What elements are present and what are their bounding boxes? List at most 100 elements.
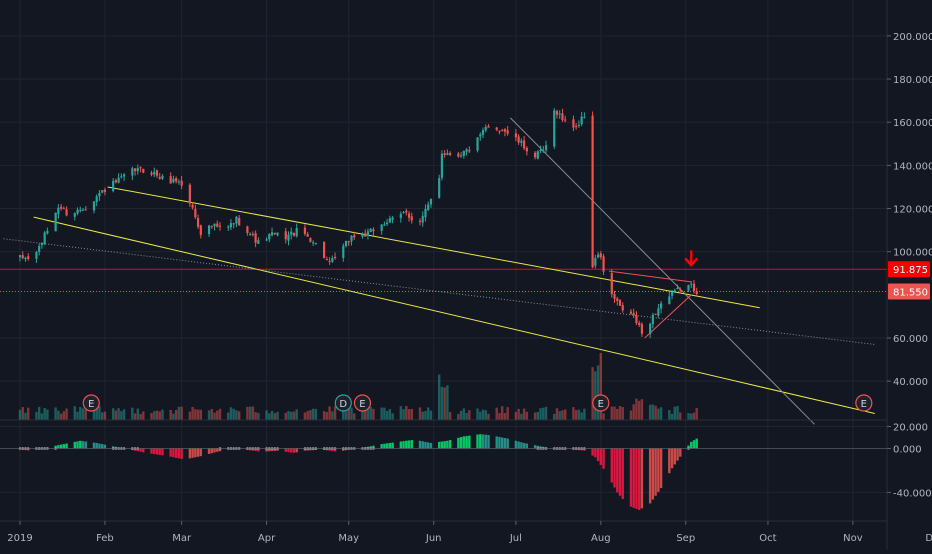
volume-bar bbox=[443, 387, 446, 420]
volume-bar bbox=[54, 407, 57, 420]
volume-bar bbox=[616, 408, 619, 420]
volume-bar bbox=[133, 413, 137, 420]
candle-body bbox=[525, 147, 528, 152]
earnings-marker[interactable]: E bbox=[855, 394, 873, 412]
oscillator-bar bbox=[191, 448, 194, 458]
oscillator-bar bbox=[525, 443, 529, 449]
oscillator-bar bbox=[169, 448, 172, 457]
oscillator-bar bbox=[465, 436, 468, 449]
volume-bar bbox=[136, 408, 140, 420]
oscillator-bar bbox=[506, 438, 509, 449]
trendline[interactable] bbox=[510, 117, 815, 425]
trendline[interactable] bbox=[107, 186, 760, 309]
price-labels: 91.875 81.550 bbox=[888, 261, 930, 300]
volume-bar bbox=[407, 409, 411, 420]
candle-body bbox=[443, 153, 446, 155]
oscillator-bar bbox=[287, 448, 290, 453]
oscillator-bar bbox=[98, 443, 101, 449]
oscillator-bar bbox=[418, 440, 422, 449]
candle-body bbox=[188, 184, 191, 204]
candle-body bbox=[290, 231, 293, 235]
trendlines[interactable] bbox=[0, 117, 887, 425]
earnings-marker[interactable]: E bbox=[592, 394, 610, 412]
oscillator-bar bbox=[73, 441, 76, 449]
candle-body bbox=[610, 273, 613, 295]
volume-bar bbox=[174, 409, 178, 420]
candle-body bbox=[629, 311, 633, 314]
candle-body bbox=[372, 229, 375, 232]
volume-bar bbox=[640, 399, 644, 420]
candlesticks[interactable] bbox=[18, 107, 698, 339]
volume-bar bbox=[350, 407, 353, 420]
osc-axis-label: 0.000 bbox=[893, 444, 922, 455]
oscillator-bar bbox=[150, 448, 153, 454]
oscillator-bar bbox=[383, 443, 386, 449]
candle-body bbox=[328, 260, 331, 262]
volume-bar bbox=[161, 409, 164, 420]
candle-body bbox=[695, 291, 698, 294]
candle-body bbox=[46, 230, 49, 234]
oscillator-bar bbox=[290, 448, 293, 453]
axes[interactable]: 200.000 180.000 160.000 140.000 120.000 100.0… bbox=[7, 32, 932, 544]
volume-bar bbox=[591, 367, 594, 420]
price-axis-label: 40.000 bbox=[893, 377, 928, 388]
volume-bar bbox=[216, 410, 219, 420]
candle-body bbox=[459, 155, 463, 157]
volume-bar bbox=[150, 413, 153, 420]
candle-body bbox=[599, 253, 602, 258]
oscillator-bar bbox=[161, 448, 164, 456]
volume-bar bbox=[191, 407, 194, 420]
volume-bar bbox=[287, 411, 290, 420]
trendline[interactable] bbox=[3, 238, 875, 345]
oscillator-bar bbox=[440, 441, 444, 449]
volume-bar bbox=[325, 412, 329, 420]
volume-bar bbox=[657, 408, 660, 420]
volume-bars bbox=[18, 353, 698, 420]
candle-body bbox=[407, 213, 411, 218]
price-label-box bbox=[888, 261, 930, 278]
volume-bar bbox=[448, 412, 452, 420]
candle-body bbox=[180, 180, 183, 186]
trendline[interactable] bbox=[608, 270, 692, 283]
candle-body bbox=[18, 255, 22, 258]
volume-bar bbox=[76, 411, 79, 420]
volume-bar bbox=[629, 410, 633, 420]
volume-bar bbox=[257, 412, 260, 420]
time-axis-label: Aug bbox=[591, 533, 611, 544]
volume-bar bbox=[533, 412, 537, 420]
dividend-marker[interactable]: D bbox=[334, 394, 352, 412]
candle-body bbox=[344, 241, 348, 247]
candle-body bbox=[158, 177, 161, 179]
trendline[interactable] bbox=[33, 216, 875, 415]
time-axis-label: Jul bbox=[509, 533, 522, 544]
event-marker-circle bbox=[592, 394, 610, 412]
volume-bar bbox=[199, 409, 203, 420]
volume-bar bbox=[35, 411, 38, 420]
volume-bar bbox=[314, 408, 318, 420]
oscillator-bar bbox=[194, 448, 197, 458]
volume-bar bbox=[131, 407, 134, 420]
volume-bar bbox=[388, 409, 392, 420]
oscillator-bar bbox=[292, 448, 296, 453]
volume-bar bbox=[84, 409, 87, 420]
trendline[interactable] bbox=[644, 294, 692, 339]
candle-body bbox=[659, 303, 663, 309]
candle-body bbox=[544, 145, 548, 151]
earnings-marker[interactable]: E bbox=[353, 394, 372, 412]
volume-bar bbox=[232, 408, 235, 420]
grid-lines bbox=[0, 0, 887, 521]
time-axis-label: May bbox=[338, 533, 359, 544]
volume-bar bbox=[188, 411, 192, 420]
oscillator-bar bbox=[613, 448, 616, 488]
earnings-marker[interactable]: E bbox=[82, 394, 100, 412]
candle-body bbox=[194, 209, 197, 218]
candle-body bbox=[388, 218, 391, 223]
volume-bar bbox=[246, 406, 249, 420]
oscillator-bar bbox=[657, 448, 660, 492]
candle-body bbox=[391, 217, 394, 220]
oscillator-histogram bbox=[0, 434, 887, 511]
candle-body bbox=[361, 234, 364, 237]
